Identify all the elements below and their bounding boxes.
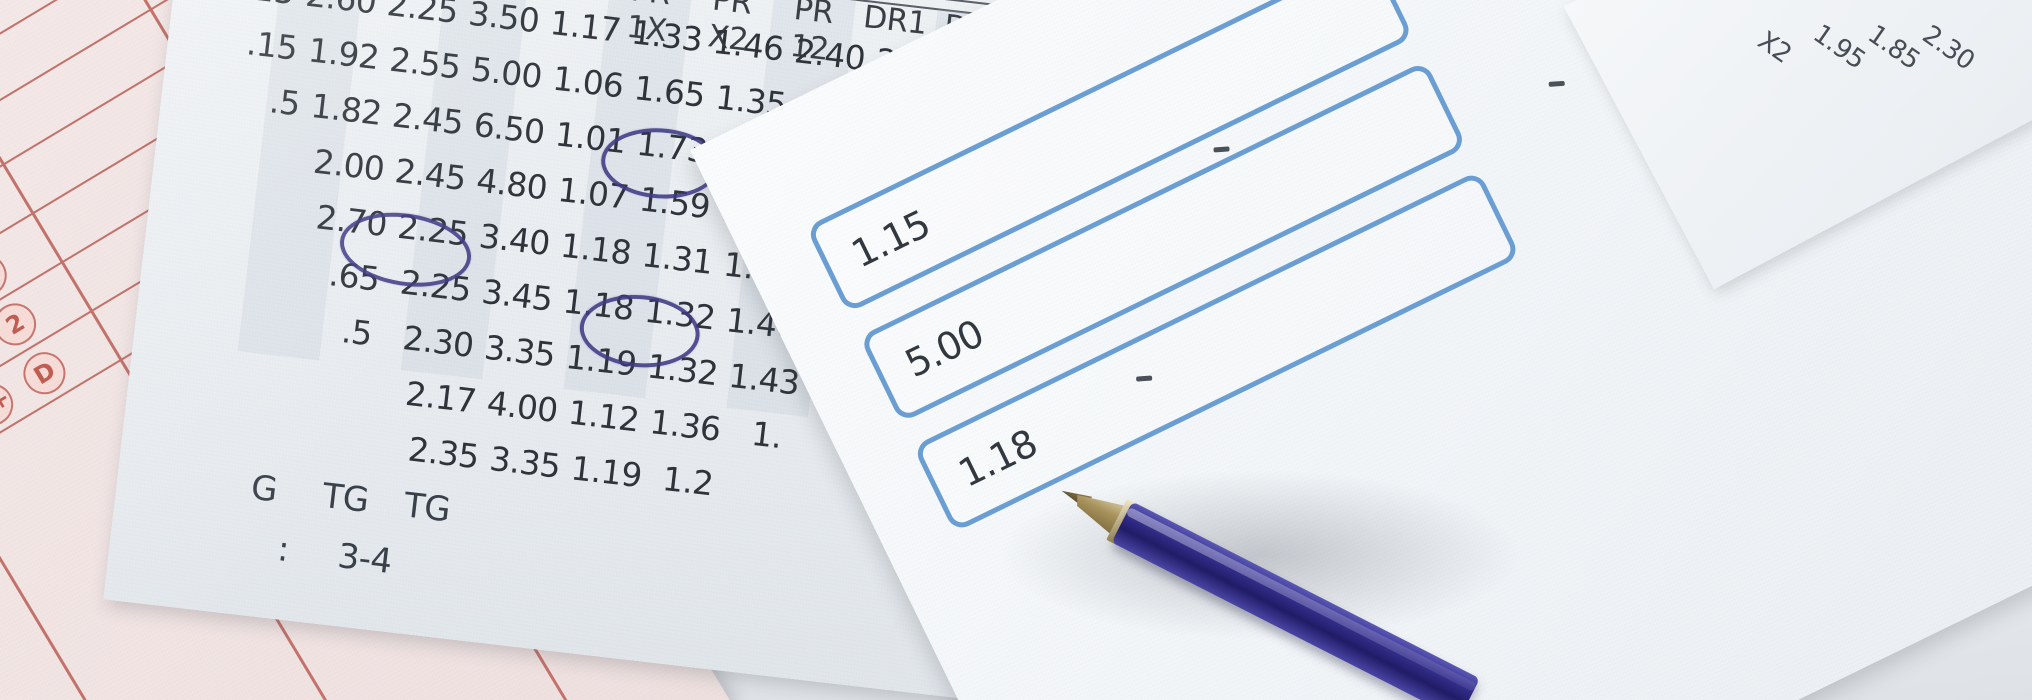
corner-fragment-value: X2 [1752, 25, 1797, 70]
corner-fragment-value: 1.85 [1862, 19, 1926, 76]
corner-fragment-value: 2.30 [1916, 19, 1980, 77]
corner-fragment-value: 1.95 [1807, 18, 1871, 76]
